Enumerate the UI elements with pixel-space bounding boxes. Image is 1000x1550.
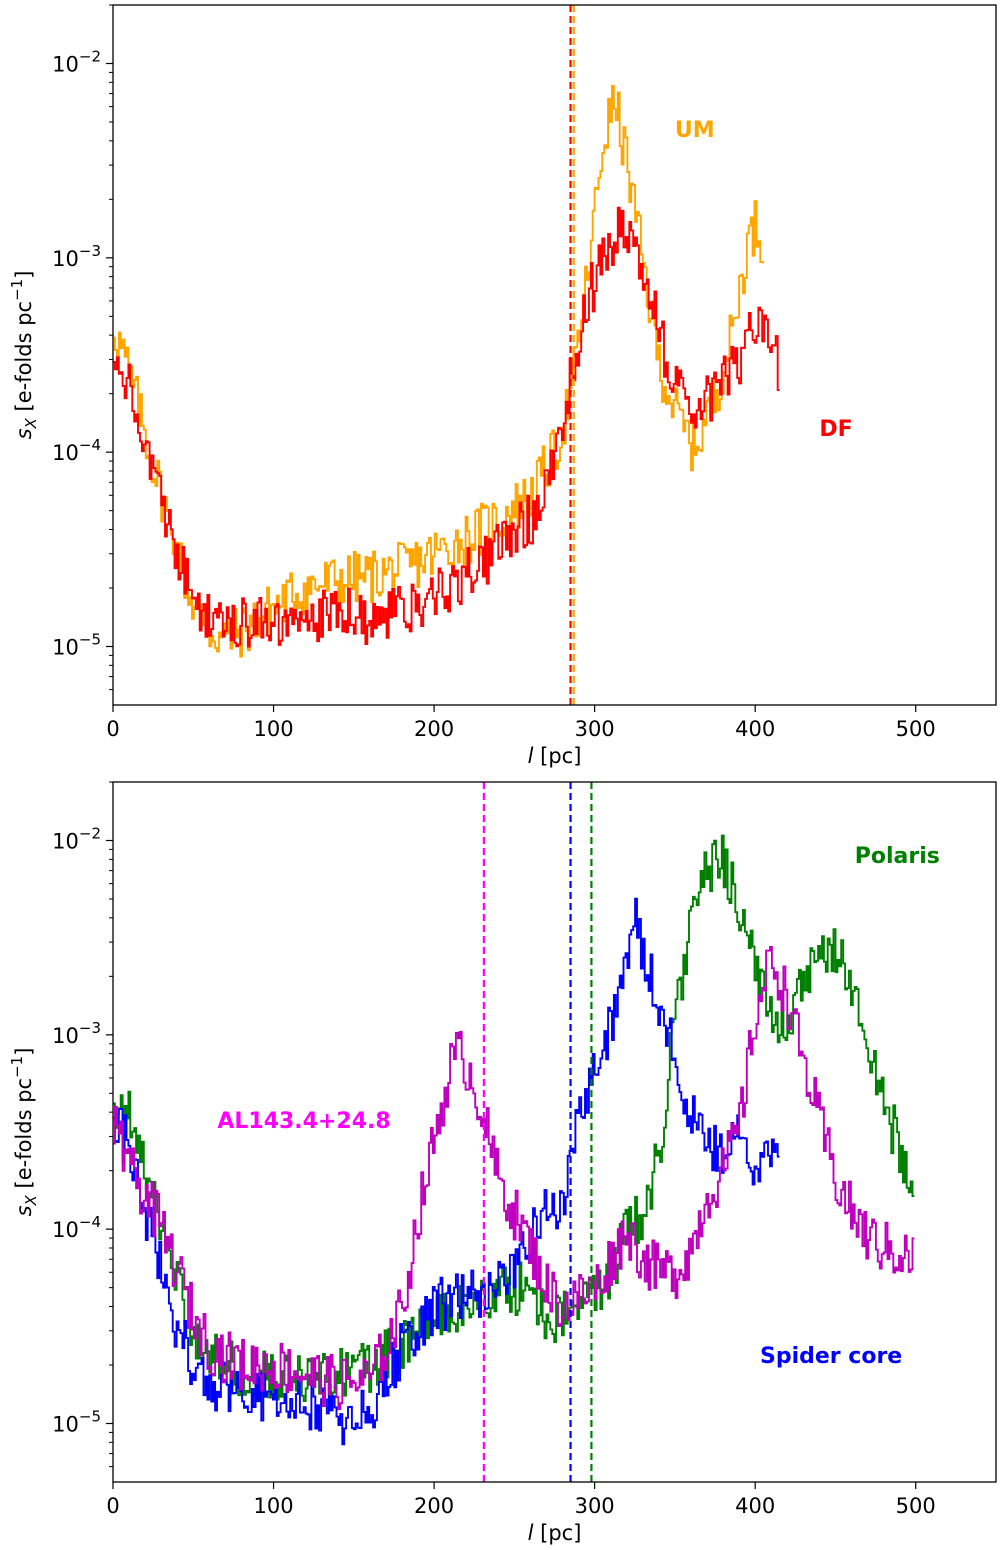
- x-tick-label: 100: [253, 717, 293, 741]
- series-line-al143-4-24-8: [113, 946, 915, 1411]
- axes-frame: [112, 781, 997, 1483]
- series-label-um: UM: [675, 118, 715, 143]
- x-axis-label: l [pc]: [528, 1521, 582, 1545]
- y-axis-label: sX [e-folds pc−1]: [8, 271, 40, 440]
- y-tick-label: 10−4: [52, 436, 101, 465]
- plot-area: [113, 84, 780, 658]
- x-tick-label: 500: [896, 1494, 936, 1518]
- x-tick-label: 200: [414, 1494, 454, 1518]
- y-tick-label: 10−4: [52, 1213, 101, 1242]
- series-line-polaris: [113, 834, 915, 1402]
- x-tick-label: 400: [735, 1494, 775, 1518]
- x-axis-label: l [pc]: [528, 744, 582, 768]
- top-panel: 10−2 10−3 10−4 10−5 0 100 200 300 400 500 l [pc] sX…: [8, 4, 997, 768]
- bottom-panel: 10−2 10−3 10−4 10−5 0 100 200 300 400 500 l [pc] sX…: [8, 781, 997, 1545]
- x-tick-label: 0: [106, 1494, 119, 1518]
- axes-frame: [112, 4, 997, 706]
- plot-area: [113, 834, 915, 1446]
- x-tick-label: 100: [253, 1494, 293, 1518]
- x-tick-label: 200: [414, 717, 454, 741]
- x-tick-label: 500: [896, 717, 936, 741]
- x-tick-label: 300: [575, 1494, 615, 1518]
- y-tick-label: 10−2: [52, 825, 101, 854]
- series-label-df: DF: [819, 417, 852, 442]
- series-label-polaris: Polaris: [855, 844, 940, 869]
- y-tick-label: 10−2: [52, 48, 101, 77]
- x-tick-label: 0: [106, 717, 119, 741]
- y-axis-label: sX [e-folds pc−1]: [8, 1048, 40, 1217]
- x-tick-label: 300: [575, 717, 615, 741]
- series-label-al143-4-24-8: AL143.4+24.8: [217, 1109, 390, 1134]
- x-tick-label: 400: [735, 717, 775, 741]
- y-tick-label: 10−5: [52, 630, 101, 659]
- series-label-spider-core: Spider core: [760, 1344, 902, 1369]
- y-tick-label: 10−5: [52, 1407, 101, 1436]
- series-line-df: [113, 206, 780, 648]
- series-line-spider-core: [113, 897, 780, 1446]
- y-tick-label: 10−3: [52, 1019, 101, 1048]
- y-tick-label: 10−3: [52, 242, 101, 271]
